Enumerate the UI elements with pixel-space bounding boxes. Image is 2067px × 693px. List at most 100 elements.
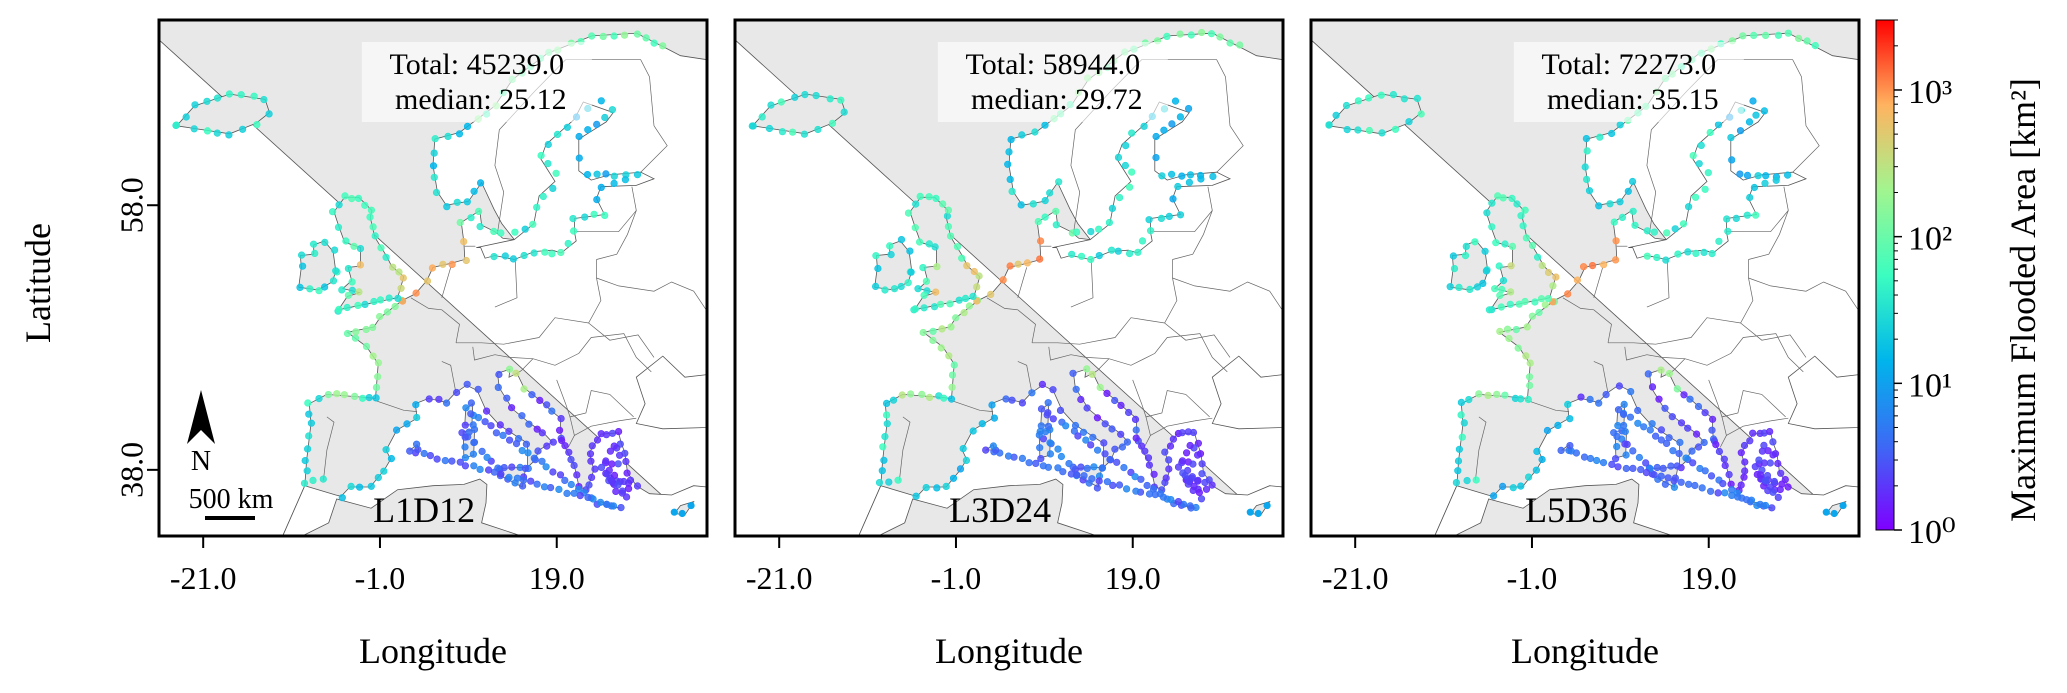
flood-point xyxy=(1519,222,1527,230)
flood-point xyxy=(1579,263,1588,271)
country-border xyxy=(1708,379,1786,418)
flood-point xyxy=(925,393,934,402)
flood-point xyxy=(474,414,483,422)
flood-point xyxy=(536,396,544,405)
flood-point xyxy=(791,93,799,101)
flood-point xyxy=(603,470,611,478)
flood-point xyxy=(1762,172,1770,180)
flood-point xyxy=(894,476,902,484)
flood-point xyxy=(348,278,356,286)
flood-point xyxy=(1498,482,1507,491)
black-sea xyxy=(1787,355,1859,430)
country-border xyxy=(1475,416,1487,481)
flood-point xyxy=(1236,41,1244,49)
flood-point xyxy=(1052,207,1060,215)
flood-point xyxy=(432,188,441,197)
flood-point xyxy=(1455,283,1463,292)
flood-point xyxy=(1031,128,1039,136)
flood-point xyxy=(1186,171,1195,179)
country-border xyxy=(372,399,418,412)
flood-point xyxy=(1612,237,1620,245)
flood-point xyxy=(296,283,304,292)
flood-point xyxy=(1756,500,1764,508)
flood-point xyxy=(1496,291,1504,300)
flood-point xyxy=(356,245,365,253)
flood-point xyxy=(1174,463,1183,471)
flood-point xyxy=(1618,213,1626,221)
flood-point xyxy=(1657,436,1665,444)
flood-point xyxy=(538,429,546,437)
flood-point xyxy=(1661,404,1669,412)
flood-point xyxy=(612,487,620,496)
flood-point xyxy=(412,401,420,409)
flood-point xyxy=(1531,298,1539,306)
flood-point xyxy=(1621,428,1629,436)
flood-point xyxy=(623,469,631,477)
flood-point xyxy=(897,282,905,291)
flood-point xyxy=(882,411,891,419)
flood-point xyxy=(1035,431,1043,439)
flood-point xyxy=(467,410,475,418)
flood-point xyxy=(561,476,569,485)
flood-point xyxy=(1004,452,1013,460)
flood-point xyxy=(621,176,630,184)
flood-point xyxy=(1049,415,1057,423)
flood-point xyxy=(1629,464,1637,473)
flood-point xyxy=(1036,444,1044,452)
flood-point xyxy=(607,476,616,485)
flood-point xyxy=(351,392,359,401)
flood-point xyxy=(882,399,891,408)
flood-point xyxy=(1582,135,1590,143)
flood-point xyxy=(1526,381,1534,390)
flood-point xyxy=(555,426,564,434)
flood-point xyxy=(1513,200,1521,208)
flood-point xyxy=(508,463,516,471)
flood-point xyxy=(1098,464,1106,472)
flood-point xyxy=(1752,211,1760,219)
flood-point xyxy=(1018,399,1027,407)
flood-point xyxy=(1095,225,1103,233)
flood-point xyxy=(1774,31,1782,39)
flood-point xyxy=(1509,484,1517,492)
flood-point xyxy=(1165,456,1173,464)
colorbar: 10³ 10² 10¹ 10⁰ Maximum Flooded Area [km²] xyxy=(1875,19,2043,551)
flood-point xyxy=(1018,454,1027,463)
flood-point xyxy=(593,120,601,128)
flood-point xyxy=(1670,477,1678,485)
flood-point xyxy=(1740,473,1748,481)
flood-point xyxy=(1455,445,1463,453)
flood-point xyxy=(367,206,376,214)
flood-point xyxy=(1194,439,1202,447)
flood-point xyxy=(463,198,471,206)
colorbar-tick-label: 10¹ xyxy=(1908,367,1952,404)
flood-point xyxy=(1743,171,1752,179)
flood-point xyxy=(462,404,470,412)
flood-point xyxy=(925,193,933,201)
flood-point xyxy=(615,451,624,459)
flood-point xyxy=(1595,399,1603,407)
flood-point xyxy=(620,31,629,39)
flood-point xyxy=(563,123,572,131)
flood-point xyxy=(1631,221,1639,229)
flood-point xyxy=(1707,472,1716,480)
flood-point xyxy=(1044,399,1052,407)
flood-point xyxy=(887,251,895,259)
flood-point xyxy=(1524,395,1532,404)
flood-point xyxy=(1454,457,1463,465)
flood-point xyxy=(1006,262,1014,270)
flood-point xyxy=(1756,471,1765,479)
flood-point xyxy=(1182,449,1191,457)
flood-point xyxy=(1186,441,1194,450)
flood-point xyxy=(1712,441,1720,449)
flood-point xyxy=(575,154,583,162)
flood-point xyxy=(567,480,575,489)
north-africa xyxy=(1434,478,1859,536)
flood-point xyxy=(1343,126,1351,134)
flood-point xyxy=(456,458,464,466)
flood-point xyxy=(1446,283,1454,291)
flood-point xyxy=(949,474,958,482)
flood-point xyxy=(1263,501,1271,510)
country-border xyxy=(596,186,637,260)
flood-point xyxy=(1588,262,1597,270)
flood-point xyxy=(1062,422,1070,430)
